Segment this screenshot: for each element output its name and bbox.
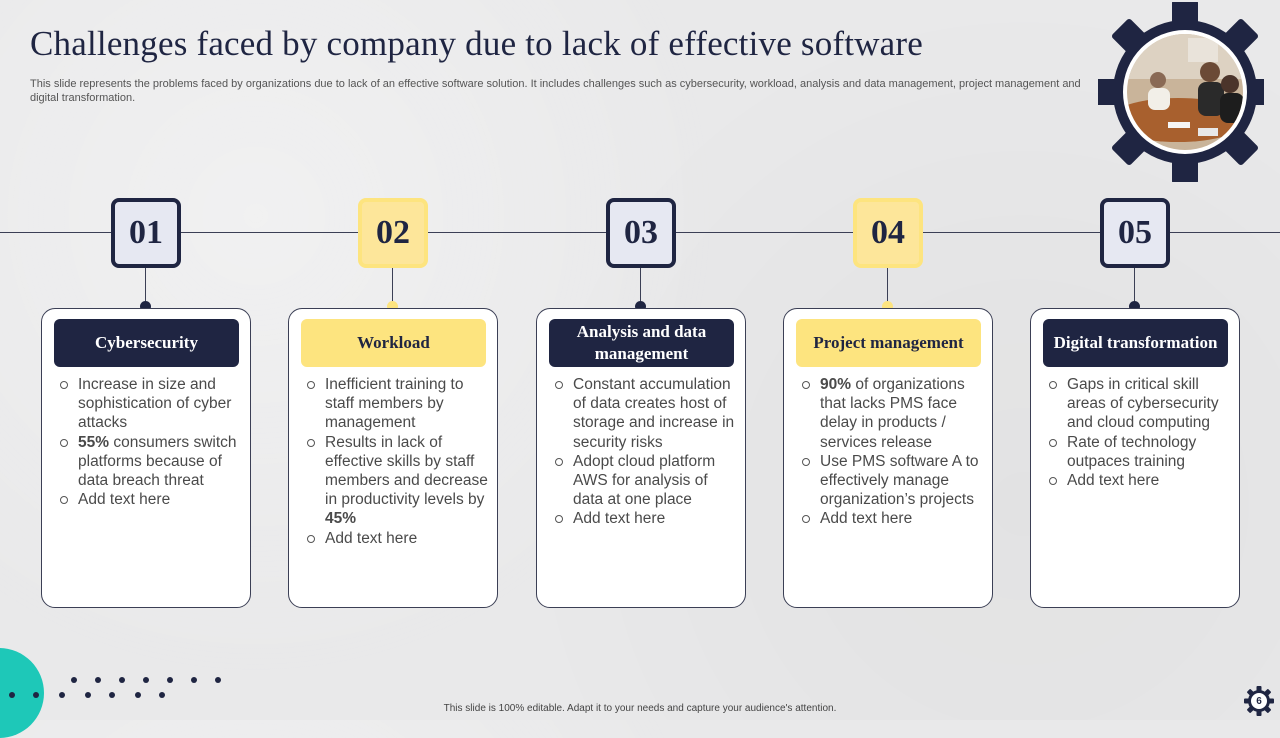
bullet-text: Gaps in critical skill areas of cybersec… bbox=[1067, 376, 1219, 432]
bullet-item: Add text here bbox=[1049, 471, 1231, 490]
step-number: 04 bbox=[853, 198, 923, 268]
step-heading: Analysis and data management bbox=[549, 319, 734, 367]
step-number: 01 bbox=[111, 198, 181, 268]
bullet-stat: 45% bbox=[325, 510, 357, 528]
page-number-gear-icon bbox=[1244, 686, 1274, 716]
step-bullets: 90% of organizations that lacks PMS face… bbox=[802, 375, 984, 529]
step-heading: Digital transformation bbox=[1043, 319, 1228, 367]
step-dot bbox=[140, 301, 151, 312]
step-3: 03 Analysis and data management Constant a… bbox=[536, 198, 786, 610]
bullet-text: Inefficient training to staff members by… bbox=[325, 376, 464, 432]
step-bullets: Gaps in critical skill areas of cybersec… bbox=[1049, 375, 1231, 490]
slide-title: Challenges faced by company due to lack … bbox=[30, 24, 923, 63]
step-number: 05 bbox=[1100, 198, 1170, 268]
bullet-stat: 90% bbox=[820, 376, 852, 393]
bullet-item: Inefficient training to staff members by… bbox=[307, 375, 489, 433]
step-dot bbox=[635, 301, 646, 312]
step-heading: Workload bbox=[301, 319, 486, 367]
step-1: 01 Cybersecurity Increase in size and soph… bbox=[41, 198, 291, 610]
step-dot bbox=[387, 301, 398, 312]
bullet-text: Constant accumulation of data creates ho… bbox=[573, 376, 735, 451]
bullet-item: Results in lack of effective skills by s… bbox=[307, 433, 489, 529]
bullet-text: Add text here bbox=[820, 510, 913, 528]
bullet-text: Add text here bbox=[325, 529, 418, 547]
step-connector bbox=[145, 268, 146, 306]
step-bullets: Increase in size and sophistication of c… bbox=[60, 375, 242, 509]
bullet-item: Constant accumulation of data creates ho… bbox=[555, 375, 737, 452]
step-card: Cybersecurity Increase in size and sophis… bbox=[41, 308, 251, 608]
bullet-item: Gaps in critical skill areas of cybersec… bbox=[1049, 375, 1231, 433]
meeting-photo-gear-icon bbox=[1098, 2, 1264, 182]
bullet-item: 55% consumers switch platforms because o… bbox=[60, 433, 242, 491]
bullet-text: Increase in size and sophistication of c… bbox=[78, 376, 232, 432]
step-number: 03 bbox=[606, 198, 676, 268]
bullet-text: Add text here bbox=[78, 491, 171, 509]
bullet-item: 90% of organizations that lacks PMS face… bbox=[802, 375, 984, 452]
bullet-item: Use PMS software A to effectively manage… bbox=[802, 452, 984, 510]
step-dot bbox=[1129, 301, 1140, 312]
step-heading: Cybersecurity bbox=[54, 319, 239, 367]
bullet-item: Add text here bbox=[307, 529, 489, 548]
step-card: Analysis and data management Constant acc… bbox=[536, 308, 746, 608]
bullet-item: Add text here bbox=[60, 490, 242, 509]
step-heading: Project management bbox=[796, 319, 981, 367]
step-2: 02 Workload Inefficient training to staff … bbox=[288, 198, 538, 610]
step-dot bbox=[882, 301, 893, 312]
bullet-item: Add text here bbox=[555, 509, 737, 528]
bullet-item: Rate of technology outpaces training bbox=[1049, 433, 1231, 471]
step-connector bbox=[887, 268, 888, 306]
bullet-text: Adopt cloud platform AWS for analysis of… bbox=[573, 452, 716, 509]
step-4: 04 Project management 90% of organizations… bbox=[783, 198, 1033, 610]
bullet-text: Add text here bbox=[573, 510, 666, 528]
step-bullets: Constant accumulation of data creates ho… bbox=[555, 375, 737, 529]
step-bullets: Inefficient training to staff members by… bbox=[307, 375, 489, 548]
step-card: Project management 90% of organizations t… bbox=[783, 308, 993, 608]
bullet-item: Add text here bbox=[802, 509, 984, 528]
dot-pattern-icon bbox=[9, 677, 221, 698]
bullet-text: of organizations that lacks PMS face del… bbox=[820, 376, 965, 451]
slide-subtitle: This slide represents the problems faced… bbox=[30, 78, 1081, 104]
step-card: Digital transformation Gaps in critical s… bbox=[1030, 308, 1240, 608]
bullet-text: Results in lack of effective skills by s… bbox=[325, 433, 488, 509]
bullet-item: Adopt cloud platform AWS for analysis of… bbox=[555, 452, 737, 510]
bullet-text: consumers switch platforms because of da… bbox=[78, 433, 237, 490]
step-connector bbox=[1134, 268, 1135, 306]
page-number: 6 bbox=[1256, 695, 1262, 707]
step-connector bbox=[392, 268, 393, 306]
bullet-stat: 55% bbox=[78, 433, 110, 451]
step-card: Workload Inefficient training to staff me… bbox=[288, 308, 498, 608]
bullet-text: Rate of technology outpaces training bbox=[1067, 433, 1197, 470]
footer-note: This slide is 100% editable. Adapt it to… bbox=[443, 703, 837, 714]
step-5: 05 Digital transformation Gaps in critical… bbox=[1030, 198, 1280, 610]
bullet-text: Add text here bbox=[1067, 472, 1160, 490]
step-connector bbox=[640, 268, 641, 306]
step-number: 02 bbox=[358, 198, 428, 268]
bullet-item: Increase in size and sophistication of c… bbox=[60, 375, 242, 433]
bullet-text: Use PMS software A to effectively manage… bbox=[820, 452, 979, 509]
